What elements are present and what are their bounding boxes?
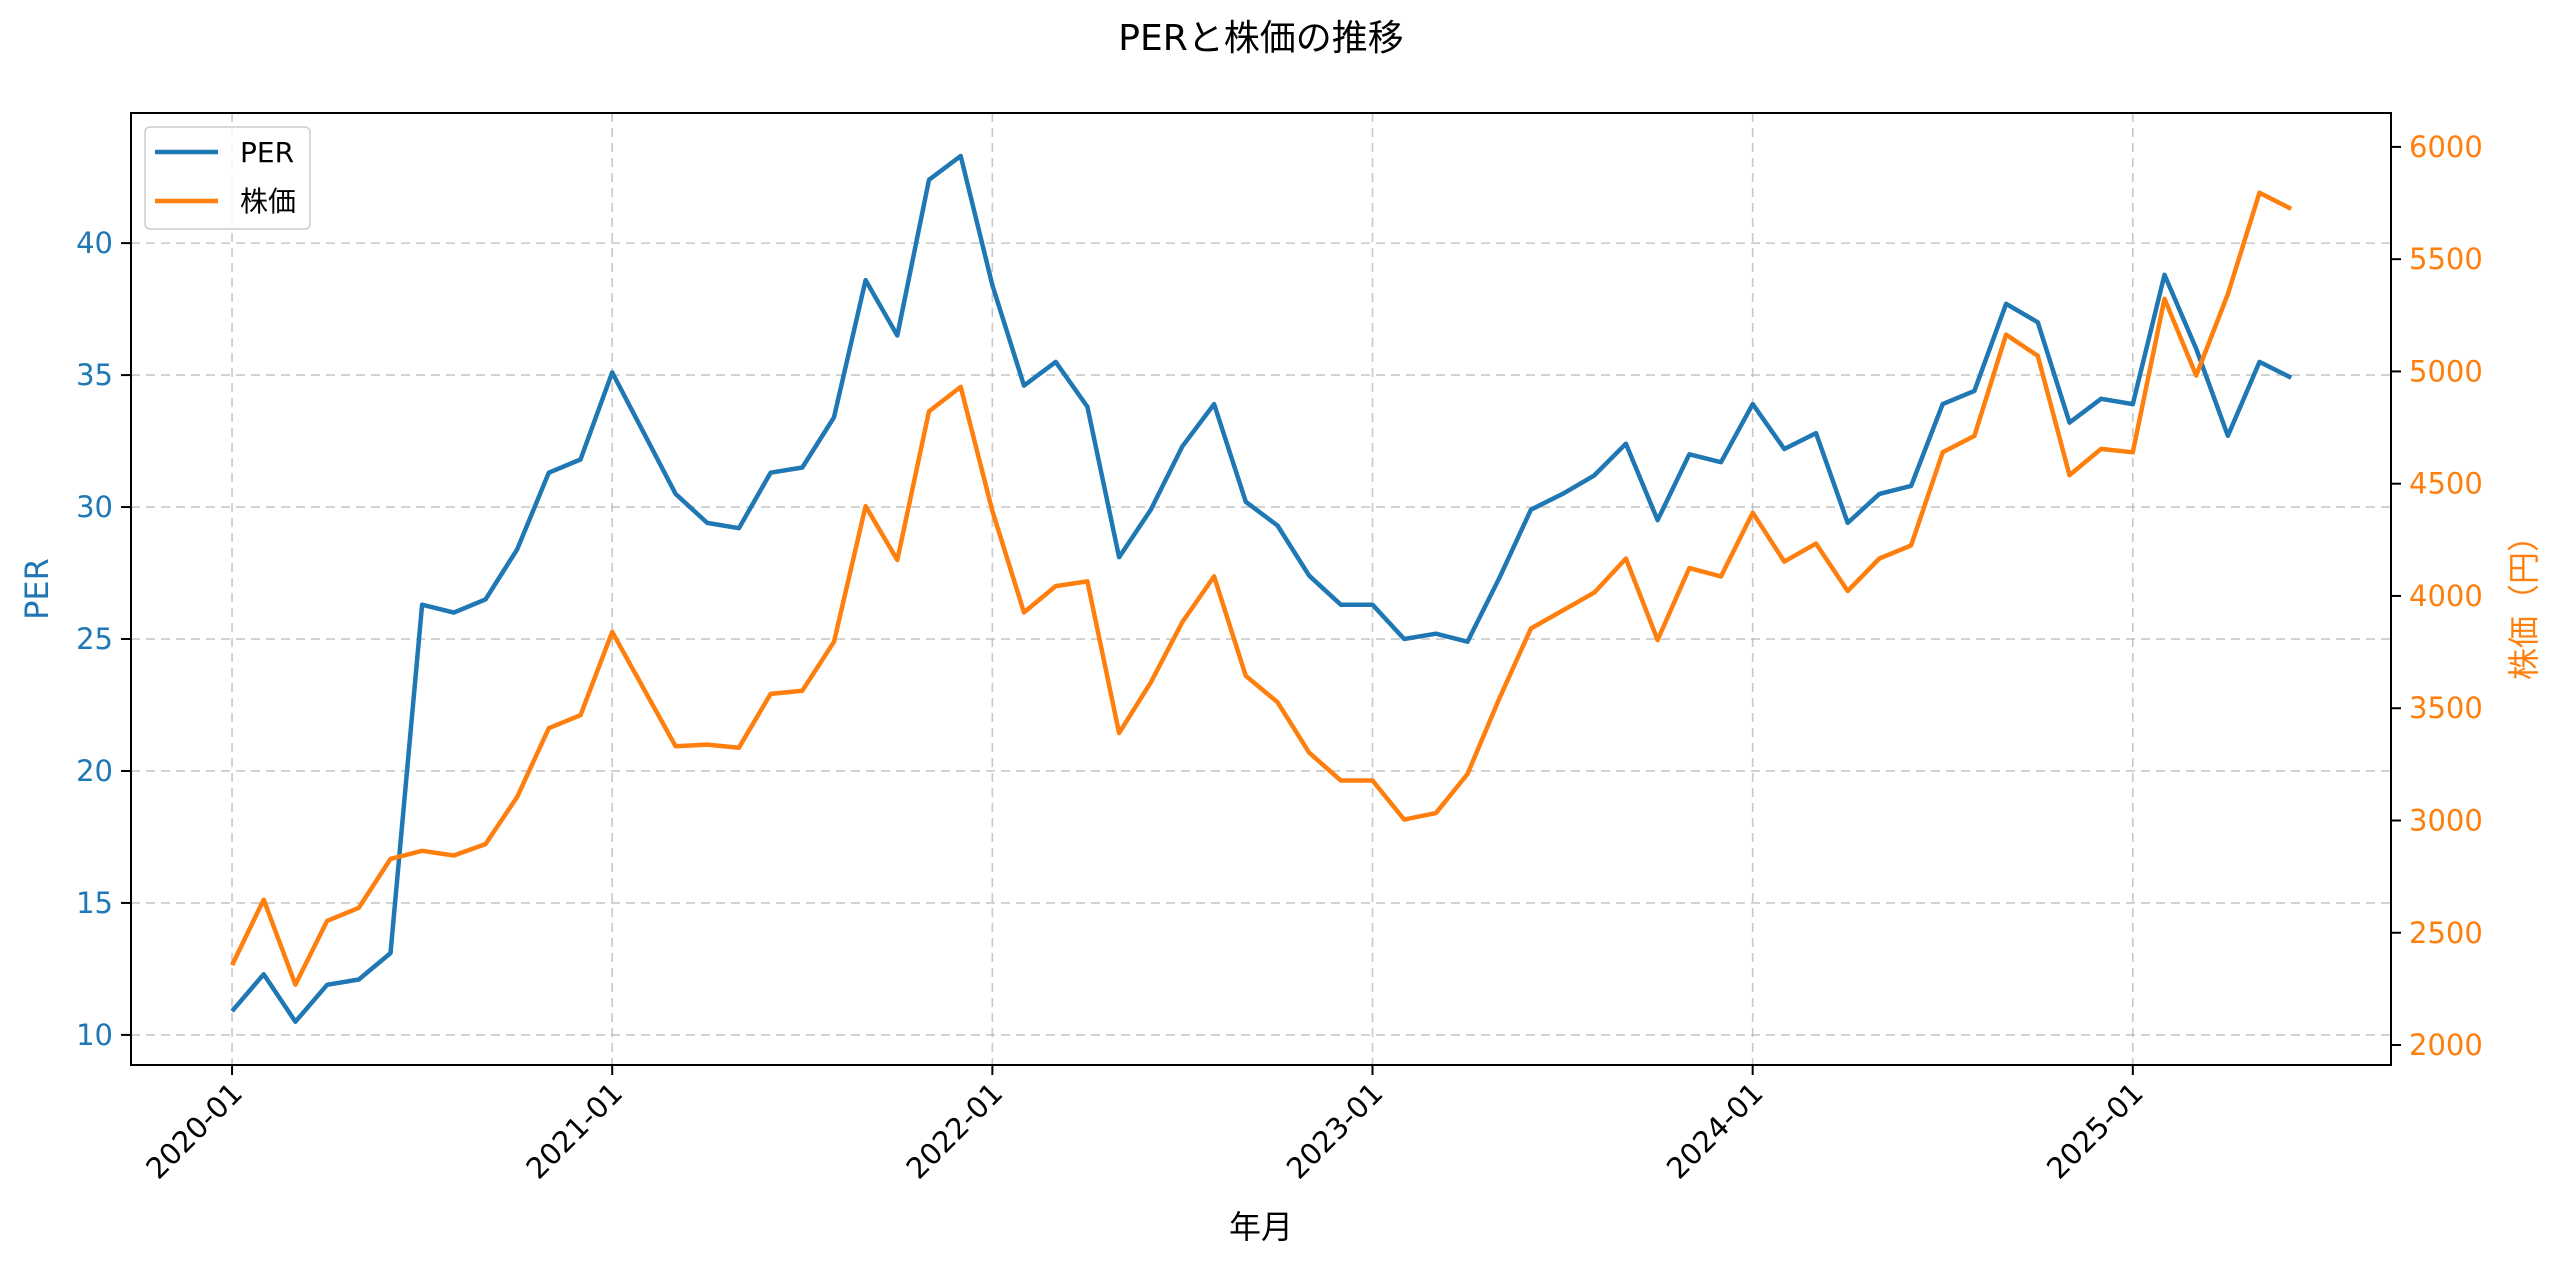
left-tick-label: 15: [76, 886, 113, 920]
chart-title: PERと株価の推移: [1118, 18, 1403, 59]
legend: PER 株価: [144, 126, 311, 230]
left-tick-label: 30: [76, 490, 113, 524]
plot-frame: [130, 112, 2392, 1066]
right-tick-label: 5500: [2409, 242, 2483, 276]
y-axis-label-left: PER: [18, 558, 56, 620]
legend-price-label: 株価: [240, 185, 296, 218]
grid-lines: [131, 113, 2391, 1065]
x-tick-label: 2021-01: [519, 1076, 629, 1186]
right-tick-label: 5000: [2409, 354, 2483, 388]
right-tick-label: 2500: [2409, 916, 2483, 950]
right-tick-label: 4500: [2409, 467, 2483, 501]
x-axis: 2020-01 2021-01 2022-01 2023-01 2024-01 2025-…: [139, 1065, 2150, 1186]
x-tick-label: 2023-01: [1280, 1076, 1390, 1186]
right-tick-label: 2000: [2409, 1028, 2483, 1062]
left-tick-label: 20: [76, 754, 113, 788]
right-tick-label: 4000: [2409, 579, 2483, 613]
right-y-axis: 2000 2500 3000 3500 4000 4500 5000 5500 6000: [2391, 130, 2483, 1062]
x-tick-label: 2020-01: [139, 1076, 249, 1186]
left-tick-label: 35: [76, 358, 113, 392]
x-tick-label: 2025-01: [2040, 1076, 2150, 1186]
left-y-axis: 10 15 20 25 30 35 40: [76, 226, 131, 1052]
per-line: [230, 153, 2293, 1024]
legend-per-label: PER: [240, 136, 294, 169]
right-tick-label: 3000: [2409, 803, 2483, 837]
right-tick-label: 6000: [2409, 130, 2483, 164]
plot-series: [230, 153, 2293, 1024]
x-axis-label: 年月: [1229, 1208, 1293, 1246]
price-line: [230, 190, 2293, 987]
x-tick-label: 2024-01: [1660, 1076, 1770, 1186]
x-tick-label: 2022-01: [900, 1076, 1010, 1186]
right-tick-label: 3500: [2409, 691, 2483, 725]
y-axis-label-right: 株価（円）: [2505, 520, 2543, 680]
left-tick-label: 25: [76, 622, 113, 656]
left-tick-label: 40: [76, 226, 113, 260]
left-tick-label: 10: [76, 1018, 113, 1052]
